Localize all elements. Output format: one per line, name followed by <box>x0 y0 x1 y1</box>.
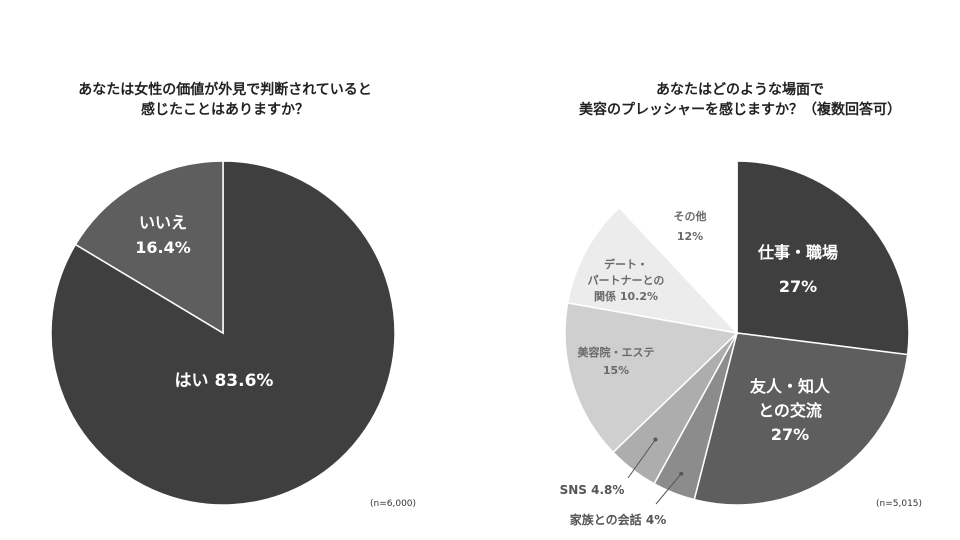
pie-slice-1-6 <box>618 160 738 335</box>
pie-label-0-1-0: いいえ <box>139 213 187 232</box>
pie-label-1-2-0: 家族との会話 4% <box>570 512 666 527</box>
pie-slice-1-0 <box>736 160 910 356</box>
leader-line-sns <box>627 439 656 479</box>
pie-label-1-6-1: 12% <box>677 230 703 243</box>
pie-label-1-5-0: デート・ <box>604 257 648 271</box>
chart-title-right: あなたはどのような場面で 美容のプレッシャーを感じますか？（複数回答可） <box>579 82 901 118</box>
pie-slice-1-5 <box>566 206 740 335</box>
pie-label-1-0-0: 仕事・職場 <box>757 243 838 262</box>
pie-label-0-1-1: 16.4% <box>135 238 191 257</box>
leader-line-family <box>655 473 682 505</box>
pie-label-1-5-1: パートナーとの <box>588 274 665 287</box>
pie-slice-1-1 <box>693 332 909 506</box>
pie-label-1-1-1: との交流 <box>758 401 822 420</box>
pie-label-1-4-0: 美容院・エステ <box>578 345 655 359</box>
sample-size-note-left: (n=6,000) <box>370 499 417 509</box>
pie-label-1-1-2: 27% <box>771 425 809 444</box>
pie-label-1-4-1: 15% <box>603 364 629 377</box>
pie-slice-1-4 <box>564 302 739 454</box>
sample-size-note-right: (n=5,015) <box>876 499 923 509</box>
pie-label-0-0-0: はい 83.6% <box>175 371 274 391</box>
pie-label-1-0v-0: 27% <box>779 277 817 296</box>
chart-title-left: あなたは女性の価値が外見で判断されていると 感じたことはありますか？ <box>78 82 372 118</box>
pie-label-1-3-0: SNS 4.8% <box>560 483 625 497</box>
pie-slice-0-1 <box>74 160 224 335</box>
pie-label-1-5-2: 関係 10.2% <box>594 289 658 303</box>
pie-label-1-1-0: 友人・知人 <box>750 377 831 396</box>
pie-chart-left: はい 83.6% いいえ 16.4% <box>50 160 396 506</box>
pie-label-1-6-0: その他 <box>674 209 707 223</box>
